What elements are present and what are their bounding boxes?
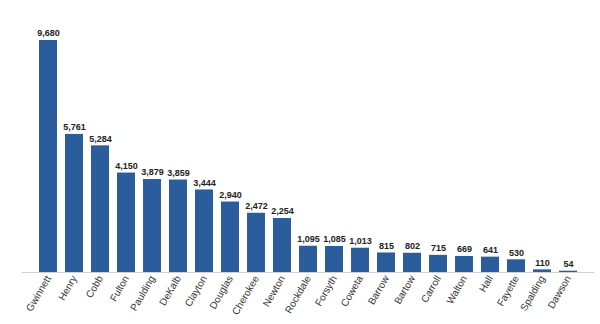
svg-text:Dawson: Dawson [545,274,573,311]
svg-text:4,150: 4,150 [115,161,138,171]
svg-text:Cherokee: Cherokee [230,273,261,316]
svg-text:Hall: Hall [477,274,495,294]
svg-text:Barrow: Barrow [366,273,392,307]
svg-text:Henry: Henry [56,274,79,303]
svg-text:Rockdale: Rockdale [283,273,314,315]
svg-text:Spalding: Spalding [518,274,547,313]
svg-text:Forsyth: Forsyth [313,274,339,308]
svg-text:Cobb: Cobb [84,273,106,300]
svg-text:2,254: 2,254 [271,206,294,216]
svg-text:669: 669 [457,244,472,254]
svg-text:54: 54 [563,259,573,269]
svg-text:815: 815 [379,241,394,251]
svg-text:3,859: 3,859 [167,168,190,178]
svg-text:Clayton: Clayton [183,274,209,309]
svg-text:Coweta: Coweta [339,273,366,308]
svg-text:Gwinnett: Gwinnett [24,273,53,313]
svg-text:530: 530 [509,248,524,258]
svg-text:1,085: 1,085 [323,234,346,244]
svg-text:DeKalb: DeKalb [157,273,183,307]
svg-text:Paulding: Paulding [128,274,157,313]
svg-text:Carroll: Carroll [419,274,443,305]
svg-text:2,940: 2,940 [219,190,242,200]
svg-text:Walton: Walton [444,274,469,306]
svg-text:1,013: 1,013 [349,236,372,246]
svg-text:Fayette: Fayette [495,273,521,308]
svg-text:Fulton: Fulton [108,274,131,304]
svg-text:715: 715 [431,243,446,253]
svg-text:1,095: 1,095 [297,234,320,244]
svg-text:110: 110 [535,258,550,268]
svg-text:9,680: 9,680 [37,28,60,38]
svg-text:Douglas: Douglas [207,274,235,311]
svg-text:3,444: 3,444 [193,178,216,188]
svg-text:802: 802 [405,241,420,251]
svg-text:3,879: 3,879 [141,167,164,177]
svg-text:641: 641 [483,245,498,255]
svg-text:Newton: Newton [261,274,287,309]
svg-text:2,472: 2,472 [245,201,268,211]
svg-text:Bartow: Bartow [392,273,417,306]
svg-text:5,761: 5,761 [63,122,86,132]
svg-text:5,284: 5,284 [89,134,112,144]
